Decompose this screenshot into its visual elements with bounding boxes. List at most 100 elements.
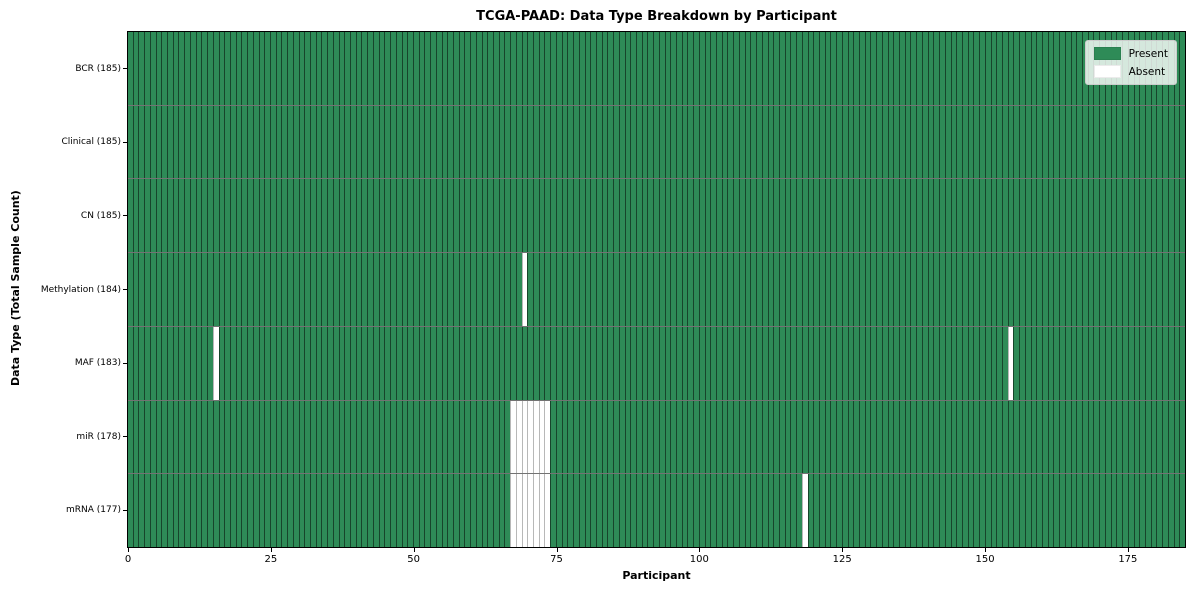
- cell-mRNA-participant-148: [973, 474, 980, 548]
- cell-Methylation-participant-13: [201, 253, 208, 326]
- cell-CN-participant-148: [973, 179, 980, 253]
- cell-CN-participant-154: [1007, 179, 1014, 253]
- cell-Clinical-participant-73: [544, 105, 551, 179]
- cell-mRNA-participant-122: [824, 474, 831, 548]
- cell-CN-participant-116: [790, 179, 797, 253]
- cell-MAF-participant-116: [790, 326, 797, 400]
- cell-MAF-participant-57: [452, 326, 459, 400]
- cell-Methylation-participant-93: [658, 253, 665, 326]
- cell-mRNA-participant-81: [590, 474, 596, 548]
- cell-BCR-participant-76: [561, 32, 568, 105]
- cell-Methylation-participant-82: [595, 253, 602, 326]
- cell-Clinical-participant-87: [624, 105, 631, 179]
- cell-CN-participant-66: [504, 179, 511, 253]
- cell-Methylation-participant-19: [235, 253, 242, 326]
- cell-BCR-participant-123: [830, 32, 837, 105]
- cell-MAF-participant-42: [367, 326, 373, 400]
- cell-Clinical-participant-52: [424, 105, 431, 179]
- cell-miR-participant-20: [241, 400, 248, 474]
- cell-Methylation-participant-152: [996, 253, 1002, 326]
- cell-CN-participant-32: [310, 179, 316, 253]
- cell-BCR-participant-72: [538, 32, 545, 105]
- cell-CN-participant-39: [350, 179, 356, 253]
- cell-mRNA-participant-112: [767, 474, 774, 548]
- heatmap-row-BCR: [128, 32, 1185, 105]
- cell-BCR-participant-14: [207, 32, 213, 105]
- cell-mRNA-participant-182: [1167, 474, 1174, 548]
- cell-CN-participant-16: [218, 179, 225, 253]
- cell-mRNA-participant-124: [836, 474, 842, 548]
- cell-MAF-participant-154: [1007, 326, 1014, 400]
- cell-CN-participant-85: [613, 179, 619, 253]
- cell-CN-participant-67: [510, 179, 516, 253]
- cell-Clinical-participant-18: [229, 105, 236, 179]
- cell-MAF-participant-41: [361, 326, 368, 400]
- cell-Clinical-participant-127: [853, 105, 859, 179]
- cell-Clinical-participant-86: [618, 105, 625, 179]
- cell-MAF-participant-78: [573, 326, 579, 400]
- cell-Methylation-participant-89: [635, 253, 642, 326]
- cell-Clinical-participant-115: [784, 105, 791, 179]
- cell-Methylation-participant-31: [304, 253, 310, 326]
- cell-MAF-participant-4: [149, 326, 156, 400]
- cell-Clinical-participant-54: [435, 105, 442, 179]
- cell-BCR-participant-80: [584, 32, 591, 105]
- cell-mRNA-participant-184: [1179, 474, 1185, 548]
- cell-miR-participant-90: [641, 400, 648, 474]
- cell-miR-participant-50: [412, 400, 419, 474]
- cell-mRNA-participant-73: [544, 474, 551, 548]
- cell-Clinical-participant-107: [738, 105, 745, 179]
- cell-BCR-participant-56: [447, 32, 453, 105]
- cell-Methylation-participant-184: [1179, 253, 1185, 326]
- cell-Clinical-participant-12: [195, 105, 202, 179]
- cell-MAF-participant-136: [904, 326, 911, 400]
- cell-BCR-participant-53: [430, 32, 436, 105]
- cell-CN-participant-60: [470, 179, 476, 253]
- cell-MAF-participant-118: [801, 326, 808, 400]
- cell-BCR-participant-143: [944, 32, 951, 105]
- cell-CN-participant-83: [601, 179, 608, 253]
- cell-Clinical-participant-65: [498, 105, 505, 179]
- x-tick-mark: [128, 548, 129, 552]
- cell-Methylation-participant-150: [984, 253, 991, 326]
- cell-Methylation-participant-36: [332, 253, 339, 326]
- cell-BCR-participant-184: [1179, 32, 1185, 105]
- cell-Methylation-participant-161: [1047, 253, 1054, 326]
- cell-mRNA-participant-156: [1019, 474, 1025, 548]
- cell-CN-participant-184: [1179, 179, 1185, 253]
- cell-miR-participant-146: [961, 400, 968, 474]
- cell-MAF-participant-105: [727, 326, 734, 400]
- cell-Methylation-participant-8: [172, 253, 179, 326]
- cell-Clinical-participant-101: [704, 105, 711, 179]
- cell-MAF-participant-144: [950, 326, 957, 400]
- cell-CN-participant-34: [321, 179, 328, 253]
- cell-mRNA-participant-45: [384, 474, 391, 548]
- cell-Clinical-participant-24: [264, 105, 270, 179]
- heatmap-row-MAF: [128, 325, 1185, 400]
- cell-CN-participant-180: [1156, 179, 1163, 253]
- cell-BCR-participant-94: [664, 32, 671, 105]
- cell-miR-participant-58: [458, 400, 465, 474]
- cell-Methylation-participant-2: [138, 253, 145, 326]
- cell-Methylation-participant-75: [555, 253, 562, 326]
- cell-MAF-participant-40: [355, 326, 362, 400]
- cell-miR-participant-80: [584, 400, 591, 474]
- cell-mRNA-participant-161: [1047, 474, 1054, 548]
- cell-MAF-participant-88: [630, 326, 636, 400]
- cell-mRNA-participant-92: [653, 474, 659, 548]
- cell-CN-participant-51: [418, 179, 425, 253]
- cell-Methylation-participant-55: [441, 253, 448, 326]
- cell-Methylation-participant-178: [1144, 253, 1151, 326]
- cell-Clinical-participant-51: [418, 105, 425, 179]
- cell-miR-participant-56: [447, 400, 453, 474]
- cell-CN-participant-3: [144, 179, 150, 253]
- cell-Clinical-participant-21: [247, 105, 253, 179]
- cell-Clinical-participant-180: [1156, 105, 1163, 179]
- cell-CN-participant-26: [275, 179, 282, 253]
- cell-miR-participant-43: [372, 400, 379, 474]
- cell-Clinical-participant-182: [1167, 105, 1174, 179]
- cell-Methylation-participant-167: [1082, 253, 1088, 326]
- cell-miR-participant-52: [424, 400, 431, 474]
- cell-BCR-participant-91: [647, 32, 654, 105]
- cell-Clinical-participant-5: [155, 105, 162, 179]
